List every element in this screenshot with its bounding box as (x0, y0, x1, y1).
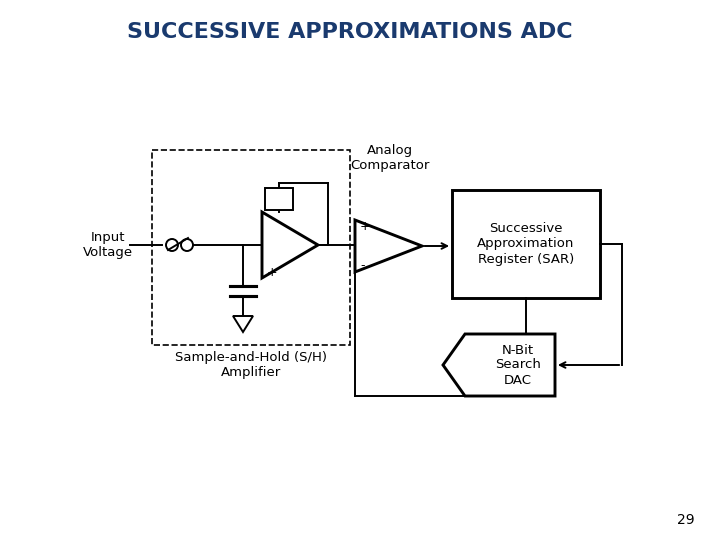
Bar (265, 188, 293, 210)
Text: Sample-and-Hold (S/H)
Amplifier: Sample-and-Hold (S/H) Amplifier (175, 351, 327, 379)
Text: SUCCESSIVE APPROXIMATIONS ADC: SUCCESSIVE APPROXIMATIONS ADC (127, 22, 573, 42)
Text: N-Bit
Search
DAC: N-Bit Search DAC (495, 343, 541, 387)
Text: Analog
Comparator: Analog Comparator (351, 144, 430, 172)
Polygon shape (262, 212, 318, 278)
Text: +: + (267, 267, 278, 280)
Bar (152, 150, 350, 345)
Polygon shape (233, 316, 253, 332)
Bar (452, 190, 600, 298)
Text: -: - (360, 260, 364, 273)
Polygon shape (355, 220, 422, 272)
Text: +: + (360, 219, 371, 233)
Text: -: - (267, 211, 271, 224)
Text: 29: 29 (678, 513, 695, 527)
Polygon shape (443, 334, 555, 396)
Text: Input
Voltage: Input Voltage (83, 231, 133, 259)
Text: Successive
Approximation
Register (SAR): Successive Approximation Register (SAR) (477, 222, 575, 266)
